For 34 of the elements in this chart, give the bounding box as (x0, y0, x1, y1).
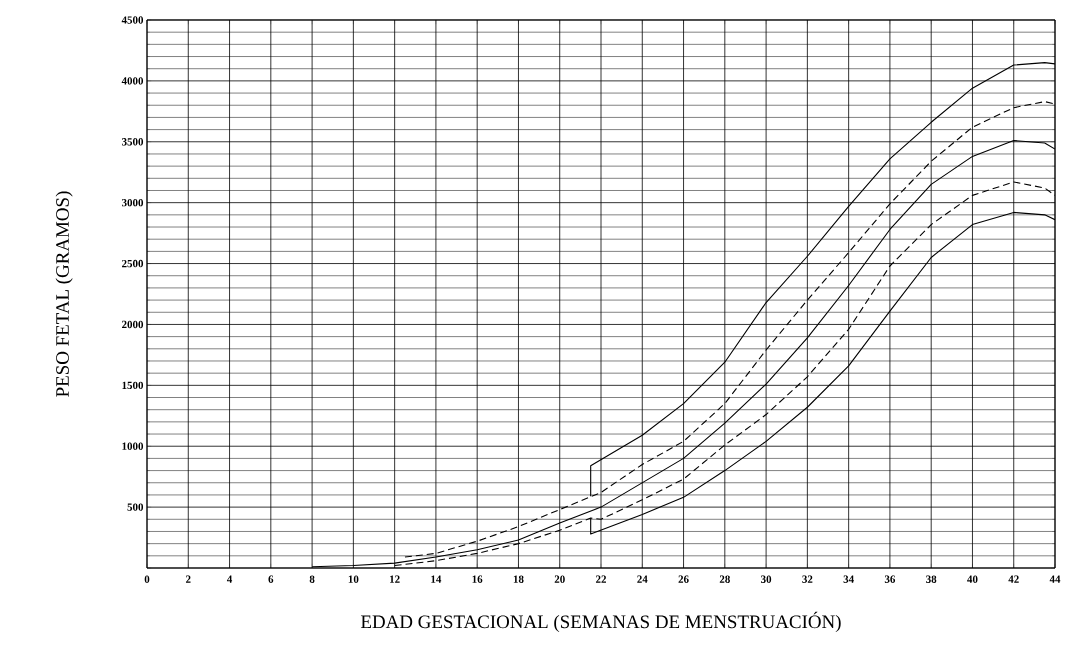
x-tick-label: 38 (926, 575, 937, 583)
x-tick-label: 44 (1049, 575, 1061, 583)
x-tick-label: 18 (513, 575, 524, 583)
y-tick-label: 3500 (121, 138, 144, 146)
y-tick-label: 500 (127, 503, 144, 511)
x-tick-label: 36 (884, 575, 896, 583)
x-tick-label: 0 (144, 575, 150, 583)
x-tick-label: 22 (595, 575, 606, 583)
x-tick-label: 26 (678, 575, 689, 583)
x-tick-label: 28 (719, 575, 730, 583)
x-tick-label: 32 (802, 575, 813, 583)
y-tick-label: 1000 (122, 442, 144, 450)
x-tick-label: 8 (309, 575, 315, 583)
x-tick-label: 6 (268, 575, 274, 583)
x-tick-label: 30 (761, 575, 772, 583)
y-tick-label: 4500 (121, 16, 144, 24)
x-tick-label: 16 (472, 575, 483, 583)
x-tick-label: 40 (967, 575, 978, 583)
y-tick-label: 4000 (121, 77, 144, 85)
y-axis-title: PESO FETAL (GRAMOS) (55, 191, 73, 397)
x-tick-label: 12 (390, 575, 400, 583)
x-tick-label: 4 (226, 575, 233, 583)
y-tick-label: 2000 (122, 320, 144, 329)
x-tick-label: 42 (1008, 575, 1019, 583)
x-axis-title: EDAD GESTACIONAL (SEMANAS DE MENSTRUACIÓN) (360, 611, 841, 633)
y-tick-label: 2500 (122, 259, 144, 268)
x-tick-label: 2 (185, 575, 191, 583)
x-tick-label: 14 (431, 575, 442, 583)
x-tick-label: 24 (637, 575, 648, 583)
y-tick-label: 1500 (122, 381, 144, 390)
x-tick-label: 34 (843, 575, 854, 583)
x-tick-label: 20 (554, 575, 565, 583)
x-tick-label: 10 (348, 575, 359, 583)
y-tick-label: 3000 (121, 198, 144, 207)
